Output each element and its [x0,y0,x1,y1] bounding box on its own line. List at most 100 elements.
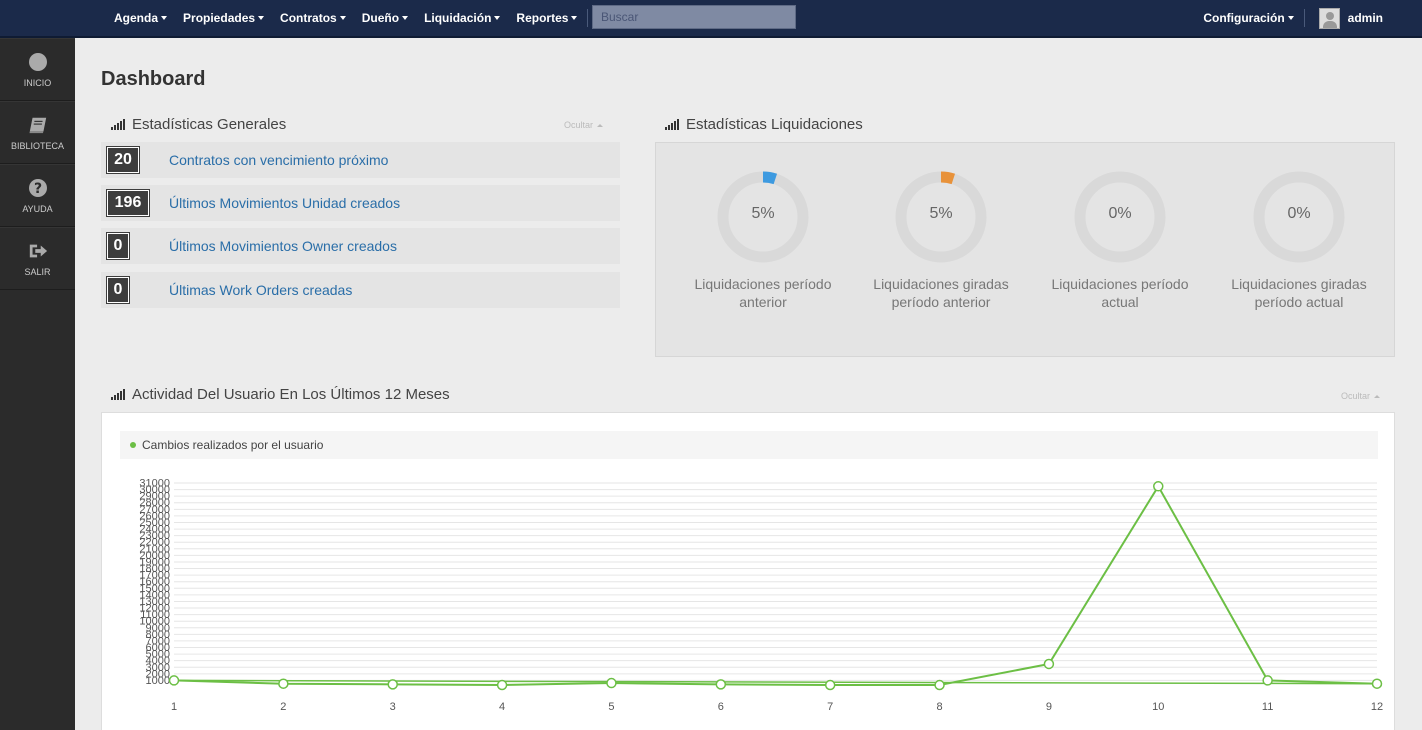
series-point [1371,678,1383,689]
user-name[interactable]: admin [1347,11,1383,25]
y-tick-label: 28000 [139,497,170,509]
y-tick-label: 9000 [146,622,170,634]
caret-down-icon [1287,16,1294,20]
y-tick-label: 27000 [139,504,170,516]
nav-dueno[interactable]: Dueño [354,0,416,36]
caret-down-icon [339,16,346,20]
sidebar-item-salir[interactable]: SALIR [0,227,75,290]
nav-contratos[interactable]: Contratos [272,0,354,36]
gauge-label: Liquidaciones período anterior [673,275,853,311]
nav-right: Configuración admin [1203,0,1422,36]
stat-link-movimientos-owner[interactable]: Últimos Movimientos Owner creados [169,238,397,254]
sidebar-item-biblioteca[interactable]: BIBLIOTECA [0,101,75,164]
gauge-track [1074,171,1166,263]
nav-propiedades-label: Propiedades [183,11,256,25]
nav-liquidacion-label: Liquidación [424,11,492,25]
series-point [934,679,945,691]
main-content: Dashboard Estadísticas Generales Ocultar… [75,38,1422,730]
activity-title-text: Actividad Del Usuario En Los Últimos 12 … [132,386,450,403]
gauge-label-line: Liquidaciones giradas [873,276,1009,292]
question-icon: ? [28,178,48,198]
series-point [278,678,289,689]
legend-label: Cambios realizados por el usuario [142,438,324,452]
sign-out-icon [28,241,48,261]
nav-agenda[interactable]: Agenda [106,0,175,36]
y-tick-label: 16000 [139,576,170,588]
stat-row: 0 Últimos Movimientos Owner creados [101,228,620,264]
stats-title: Estadísticas Generales [111,116,286,133]
series-point [496,679,508,691]
stat-count-badge: 20 [107,147,139,173]
stat-link-movimientos-unidad[interactable]: Últimos Movimientos Unidad creados [169,195,401,211]
gauge-ring [1253,171,1345,263]
signal-bars-icon [111,389,125,400]
series-point [1262,675,1273,686]
sidebar-item-inicio[interactable]: INICIO [0,38,75,101]
stat-row: 0 Últimas Work Orders creadas [101,272,620,308]
sidebar-item-label: INICIO [23,77,52,88]
y-tick-label: 15000 [139,583,170,595]
gauge-percent: 0% [1287,205,1311,222]
stat-row: 196 Últimos Movimientos Unidad creados [101,185,620,221]
hide-stats-link[interactable]: Ocultar [564,120,604,130]
x-tick-label: 10 [1152,701,1164,713]
hide-activity-label: Ocultar [1341,391,1371,401]
activity-title: Actividad Del Usuario En Los Últimos 12 … [111,386,450,403]
y-tick-label: 10000 [139,616,170,628]
y-tick-label: 8000 [146,629,170,641]
gauge: 0% Liquidaciones giradas período actual [1209,167,1389,311]
sidebar-item-label: SALIR [24,266,51,277]
gauge-ring [895,171,987,263]
search-input[interactable] [592,5,796,29]
nav-reportes[interactable]: Reportes [508,0,585,36]
series-point [1043,658,1055,670]
stat-link-contratos[interactable]: Contratos con vencimiento próximo [169,152,389,168]
svg-text:?: ? [33,181,41,197]
y-tick-label: 25000 [139,517,170,529]
gauge-label-line: anterior [739,294,787,310]
y-tick-label: 20000 [139,550,170,562]
series-point [824,679,836,691]
gauge-label-line: actual [1101,294,1139,310]
nav-dueno-label: Dueño [361,11,400,25]
liquidaciones-title: Estadísticas Liquidaciones [665,116,863,133]
config-menu[interactable]: Configuración [1203,11,1301,25]
x-tick-label: 7 [827,701,833,713]
nav-liquidacion[interactable]: Liquidación [416,0,508,36]
x-tick-label: 1 [171,701,177,713]
nav-propiedades[interactable]: Propiedades [175,0,272,36]
y-tick-label: 12000 [139,603,170,615]
stat-count-badge: 0 [107,277,129,303]
y-tick-label: 5000 [146,649,170,661]
gauge-ring [717,171,809,263]
stat-link-work-orders[interactable]: Últimas Work Orders creadas [169,282,353,298]
y-tick-label: 21000 [139,543,170,555]
avatar[interactable] [1318,7,1340,29]
x-tick-label: 2 [280,701,286,713]
hide-activity-link[interactable]: Ocultar [1341,391,1381,401]
gauge-label-line: período actual [1254,294,1344,310]
nav-divider [587,9,589,27]
y-tick-label: 1000 [146,675,170,687]
x-tick-label: 11 [1262,701,1273,713]
y-tick-label: 19000 [139,556,170,568]
sidebar-item-label: BIBLIOTECA [10,140,64,151]
gauge-label-line: Liquidaciones período [694,276,832,292]
y-tick-label: 4000 [146,655,170,667]
caret-down-icon [571,16,578,20]
caret-up-icon [1374,394,1381,398]
page-title: Dashboard [101,68,206,90]
main-nav: Agenda Propiedades Contratos Dueño Liqui… [106,0,589,36]
gauge: 0% Liquidaciones período actual [1030,167,1210,311]
caret-down-icon [161,16,168,20]
series-point [168,675,180,686]
y-tick-label: 29000 [139,491,170,503]
sidebar: INICIO BIBLIOTECA ? AYUDA SALIR [0,38,75,730]
gauge-track [1253,171,1345,263]
config-label: Configuración [1203,11,1285,25]
series-baseline [173,679,1378,685]
stats-title-text: Estadísticas Generales [132,116,287,133]
sidebar-item-ayuda[interactable]: ? AYUDA [0,164,75,227]
x-tick-label: 3 [390,701,396,713]
gauge-label: Liquidaciones giradas período anterior [851,275,1031,311]
